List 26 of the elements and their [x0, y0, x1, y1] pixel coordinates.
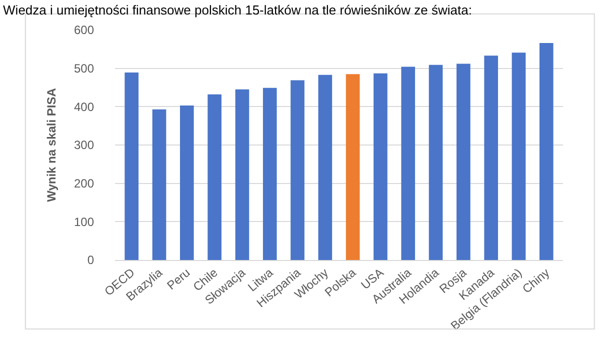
y-tick-label: 100 [74, 214, 94, 229]
y-tick-label: 400 [74, 100, 94, 114]
y-tick-label: 600 [74, 23, 94, 38]
bar [374, 73, 388, 260]
bar [152, 109, 166, 260]
bar [401, 66, 416, 260]
bar [235, 89, 250, 260]
bar [208, 94, 222, 260]
y-tick-label: 500 [74, 62, 94, 76]
bar [180, 106, 194, 260]
y-tick-label: 300 [74, 138, 94, 152]
bar [124, 72, 139, 260]
bar [512, 52, 526, 260]
bar [484, 56, 498, 260]
bar [428, 64, 443, 260]
bar [539, 43, 554, 260]
y-tick-label: 200 [74, 176, 94, 191]
bar [262, 88, 277, 260]
bar [290, 80, 304, 260]
y-axis-title: Wynik na skali PISA [44, 88, 58, 202]
y-tick-label: 0 [87, 253, 94, 268]
bar [318, 74, 332, 260]
chart-title: Wiedza i umiejętności finansowe polskich 15-latków na tle rówieśników ze świata: [3, 2, 472, 18]
bar [456, 64, 470, 260]
x-tick-label: Peru [164, 266, 193, 293]
bar [346, 74, 360, 260]
